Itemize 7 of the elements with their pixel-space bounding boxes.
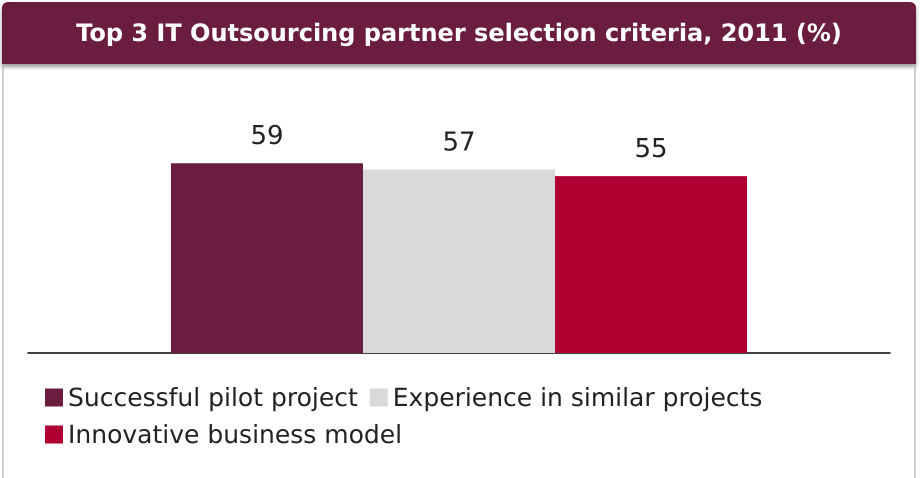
legend-label: Successful pilot project xyxy=(68,383,358,412)
legend-label: Experience in similar projects xyxy=(392,383,762,412)
data-label: 59 xyxy=(250,121,284,152)
chart-title: Top 3 IT Outsourcing partner selection criteria, 2011 (%) xyxy=(2,2,916,64)
legend-label: Innovative business model xyxy=(68,420,402,449)
data-label: 57 xyxy=(442,128,476,158)
data-label: 55 xyxy=(634,134,668,164)
